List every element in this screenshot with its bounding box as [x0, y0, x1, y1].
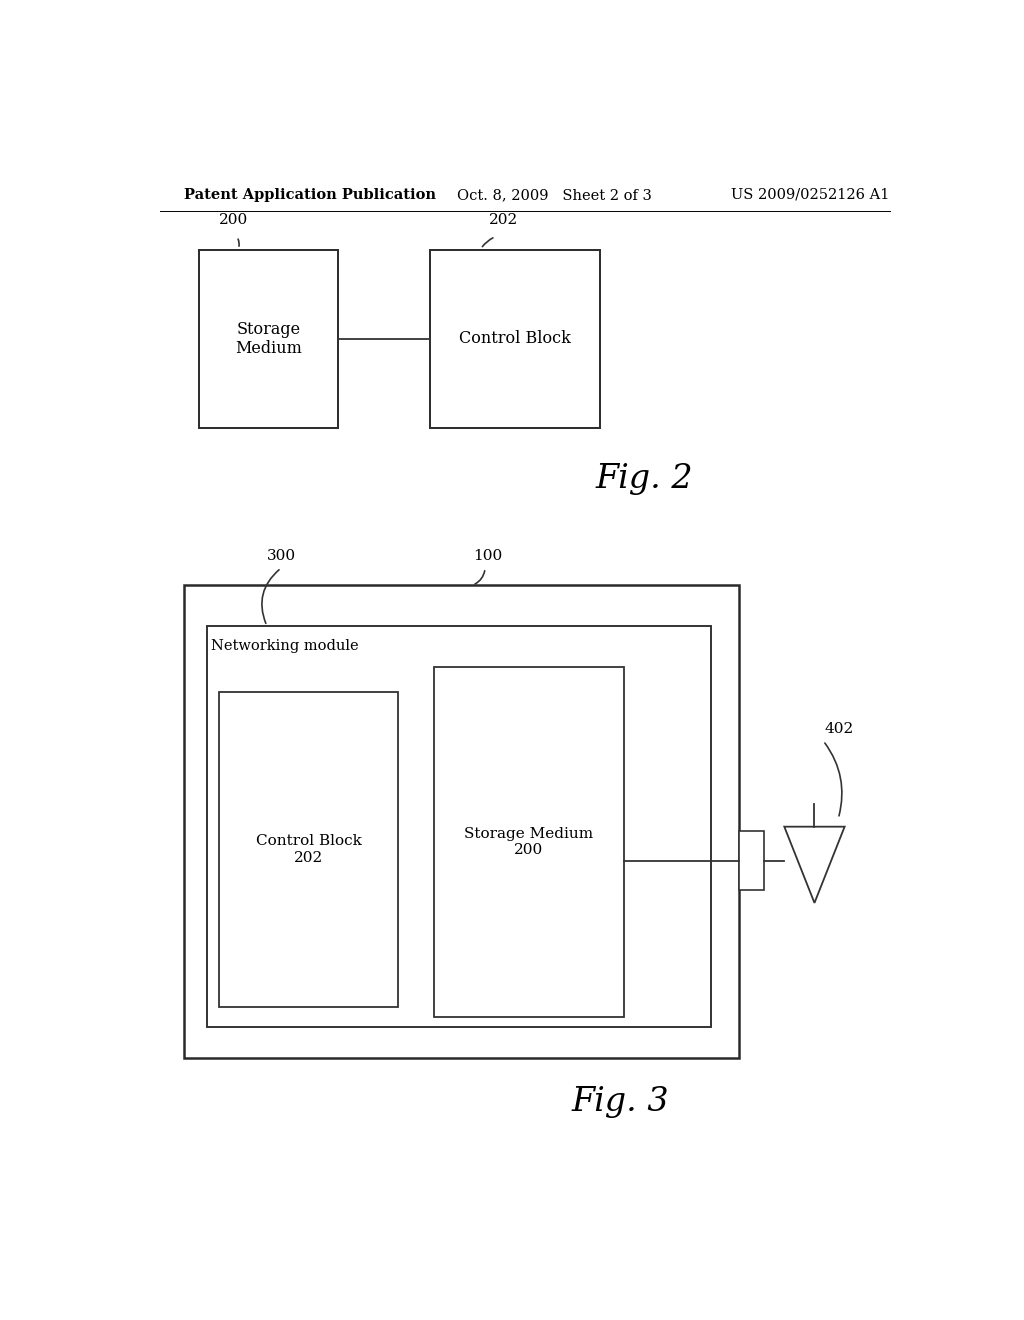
Text: 202: 202: [489, 214, 518, 227]
Bar: [739, 832, 765, 890]
Bar: [430, 249, 600, 428]
Text: 402: 402: [824, 722, 854, 735]
Text: 100: 100: [473, 549, 503, 562]
Text: Fig. 2: Fig. 2: [595, 462, 692, 495]
Text: Oct. 8, 2009   Sheet 2 of 3: Oct. 8, 2009 Sheet 2 of 3: [458, 187, 652, 202]
Text: 200: 200: [219, 214, 249, 227]
Text: Storage Medium
200: Storage Medium 200: [464, 826, 593, 857]
Text: Control Block: Control Block: [459, 330, 570, 347]
Bar: [433, 667, 624, 1018]
Bar: [219, 692, 398, 1007]
Text: US 2009/0252126 A1: US 2009/0252126 A1: [731, 187, 890, 202]
Text: Control Block
202: Control Block 202: [256, 834, 361, 865]
Text: Storage
Medium: Storage Medium: [236, 321, 302, 358]
Polygon shape: [784, 826, 845, 903]
Bar: [207, 626, 712, 1027]
Bar: [183, 585, 739, 1057]
Text: 300: 300: [267, 549, 296, 562]
Bar: [200, 249, 338, 428]
Text: Patent Application Publication: Patent Application Publication: [183, 187, 435, 202]
Text: Fig. 3: Fig. 3: [571, 1085, 669, 1118]
Text: Networking module: Networking module: [211, 639, 359, 653]
